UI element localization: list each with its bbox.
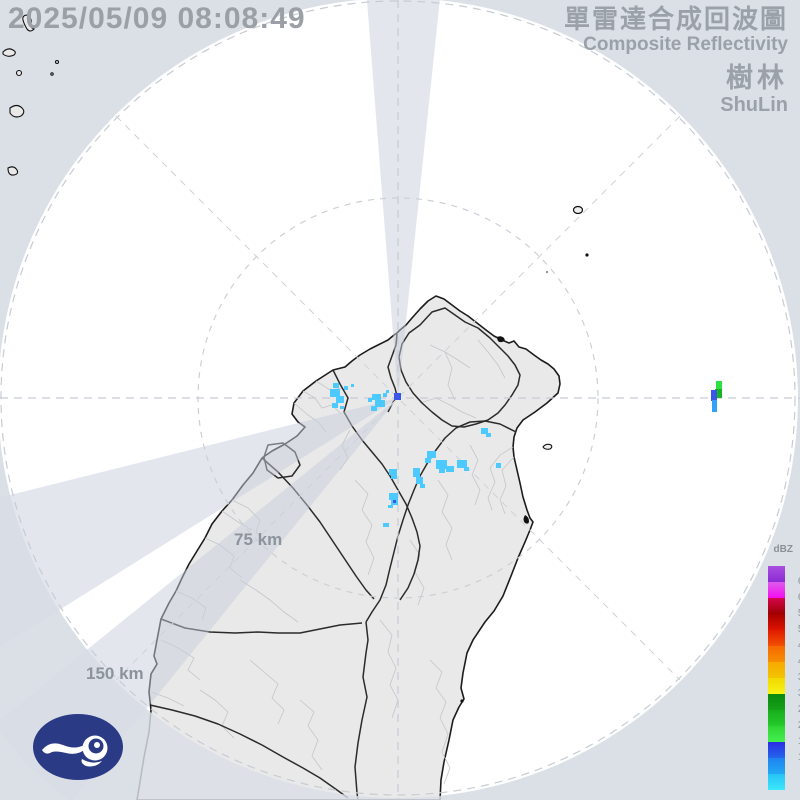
station-name-en: ShuLin bbox=[720, 94, 788, 116]
echo-cell bbox=[486, 433, 491, 437]
dbz-tick-label: 55 bbox=[787, 608, 800, 619]
echo-cell bbox=[332, 403, 338, 408]
dbz-tick-label: 25 bbox=[787, 704, 800, 715]
echo-cell bbox=[439, 469, 445, 473]
dbz-unit-label: dBZ bbox=[773, 544, 793, 555]
dbz-tick-label: 30 bbox=[787, 688, 800, 699]
cwb-logo bbox=[33, 714, 123, 780]
dbz-tick-label: 15 bbox=[787, 736, 800, 747]
dbz-scale-segment bbox=[768, 582, 785, 598]
keelung-islet bbox=[497, 336, 505, 343]
dbz-scale-segment bbox=[768, 630, 785, 646]
echo-cell bbox=[481, 428, 488, 434]
echo-cell bbox=[464, 467, 469, 471]
title-block: 單雷達合成回波圖 Composite Reflectivity 樹林 ShuLi… bbox=[564, 4, 788, 116]
pengjia-islet bbox=[572, 205, 584, 215]
echo-cell bbox=[375, 400, 385, 407]
echo-cell bbox=[394, 393, 401, 400]
dbz-tick-label: 40 bbox=[787, 656, 800, 667]
echo-cell bbox=[389, 493, 398, 500]
dbz-tick-label: 50 bbox=[787, 624, 800, 635]
echo-cell bbox=[413, 468, 420, 477]
echo-cell bbox=[446, 466, 454, 472]
guishan-island bbox=[542, 443, 553, 450]
dbz-scale-segment bbox=[768, 726, 785, 742]
small-islet bbox=[545, 270, 549, 274]
echo-cell bbox=[715, 389, 722, 398]
echo-cell bbox=[391, 475, 397, 479]
echo-cell bbox=[368, 398, 372, 402]
dbz-scale-segment bbox=[768, 598, 785, 614]
dbz-scale-segment bbox=[768, 758, 785, 774]
echo-cell bbox=[712, 400, 717, 412]
echo-cell bbox=[420, 484, 425, 488]
radar-echoes bbox=[330, 381, 722, 527]
product-title-zh: 單雷達合成回波圖 bbox=[563, 4, 788, 34]
echo-cell bbox=[711, 390, 717, 401]
echo-cell bbox=[383, 523, 389, 527]
mianhua-islet bbox=[585, 253, 589, 257]
dbz-scale-segment bbox=[768, 566, 785, 582]
dbz-tick-label: 0 bbox=[787, 784, 800, 795]
echo-cell bbox=[330, 389, 340, 397]
echo-cell bbox=[496, 463, 501, 468]
dbz-tick-label: 65 bbox=[787, 576, 800, 587]
echo-cell bbox=[386, 390, 389, 393]
echo-cell bbox=[383, 393, 387, 397]
echo-cell bbox=[340, 406, 344, 409]
echo-cell bbox=[371, 406, 377, 411]
dbz-scale-segment bbox=[768, 694, 785, 710]
dbz-scale-segment bbox=[768, 646, 785, 662]
echo-cell bbox=[716, 381, 722, 390]
echo-cell bbox=[393, 500, 396, 503]
dbz-scale-segment bbox=[768, 774, 785, 790]
echo-cell bbox=[333, 383, 339, 388]
matsu-islands bbox=[2, 14, 60, 176]
echo-cell bbox=[425, 458, 431, 463]
echo-cell bbox=[372, 394, 381, 400]
dbz-scale-segment bbox=[768, 710, 785, 726]
dbz-color-bar bbox=[768, 566, 785, 790]
dbz-tick-label: 20 bbox=[787, 720, 800, 731]
cwb-logo-ellipse bbox=[33, 714, 123, 780]
timestamp: 2025/05/09 08:08:49 bbox=[8, 2, 306, 35]
dbz-scale-segment bbox=[768, 662, 785, 678]
echo-cell bbox=[388, 505, 393, 508]
echo-cell bbox=[336, 396, 344, 403]
echo-cell bbox=[457, 460, 467, 468]
range-ring-label: 75 km bbox=[234, 530, 283, 549]
product-title-en: Composite Reflectivity bbox=[583, 34, 788, 55]
wushibi-islet bbox=[460, 699, 464, 703]
echo-cell bbox=[351, 384, 354, 387]
echo-cell bbox=[436, 460, 447, 469]
echo-cell bbox=[427, 451, 436, 458]
dbz-scale-segment bbox=[768, 614, 785, 630]
station-name-zh: 樹林 bbox=[726, 63, 788, 93]
taiwan-landmass bbox=[136, 295, 561, 800]
islands bbox=[2, 14, 589, 703]
dbz-scale-segment bbox=[768, 742, 785, 758]
dbz-tick-label: 5 bbox=[787, 768, 800, 779]
echo-cell bbox=[416, 477, 423, 484]
dbz-tick-label: 45 bbox=[787, 640, 800, 651]
echo-cell bbox=[389, 469, 397, 475]
range-ring-label: 150 km bbox=[86, 664, 144, 683]
echo-cell bbox=[344, 386, 348, 390]
cwb-logo-swirl-core bbox=[94, 742, 100, 748]
dbz-scale-segment bbox=[768, 678, 785, 694]
suao-harbor bbox=[523, 515, 529, 524]
dbz-tick-label: 60 bbox=[787, 592, 800, 603]
dbz-tick-label: 35 bbox=[787, 672, 800, 683]
dbz-tick-label: 10 bbox=[787, 752, 800, 763]
